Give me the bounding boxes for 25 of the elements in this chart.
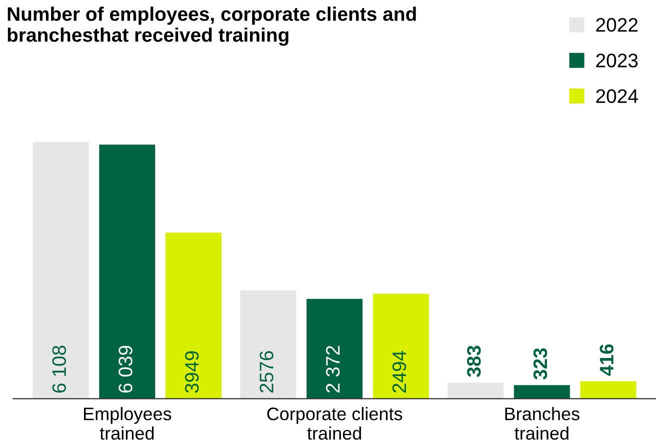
bar <box>580 381 636 399</box>
bar <box>514 385 570 399</box>
data-label: 416 <box>600 344 614 376</box>
data-label: 383 <box>467 346 481 378</box>
bar <box>99 144 156 399</box>
chart-title: Number of employees, corporate clients and branchesthat received training <box>8 6 416 46</box>
data-label: 2494 <box>392 350 406 393</box>
data-label: 6 039 <box>118 346 132 393</box>
data-label: 6 108 <box>52 346 66 393</box>
legend-label: 2024 <box>596 89 638 104</box>
bar <box>372 294 429 399</box>
data-label: 2576 <box>260 351 274 393</box>
data-label: 3949 <box>184 351 199 393</box>
bar <box>32 142 89 399</box>
x-tick-label: Branches trained <box>505 407 580 440</box>
x-tick-label: Corporate clients trained <box>267 407 402 440</box>
legend-label: 2022 <box>596 18 638 32</box>
legend-label: 2023 <box>596 54 638 68</box>
bar <box>448 382 504 399</box>
bar <box>166 232 222 399</box>
data-label: 2 372 <box>326 346 340 393</box>
data-label: 323 <box>533 348 548 380</box>
bar <box>306 298 363 399</box>
x-tick-label: Employees trained <box>84 407 172 440</box>
bar <box>240 290 296 399</box>
